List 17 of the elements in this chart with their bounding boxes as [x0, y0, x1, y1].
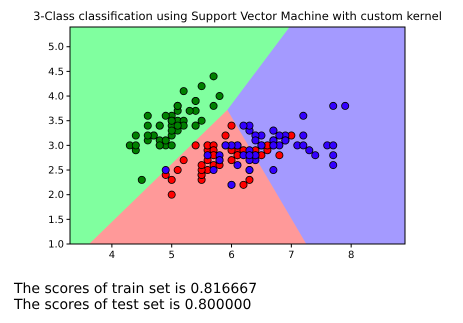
- x-tick-label: 4: [108, 250, 116, 261]
- y-tick-label: 1.0: [48, 240, 64, 250]
- chart-title: 3-Class classification using Support Vector Machine with custom kernel: [33, 9, 442, 23]
- y-tick-label: 1.5: [48, 214, 64, 226]
- y-tick-label: 4.5: [48, 66, 64, 78]
- text: The scores of test set is 0.800000: [13, 297, 252, 313]
- x-tick-label: 5: [168, 250, 175, 261]
- y-tick-label: 2.0: [48, 190, 64, 202]
- y-tick-label: 4.0: [48, 92, 64, 103]
- y-tick-label: 3.5: [48, 116, 64, 128]
- x-tick-label: 7: [288, 250, 295, 261]
- x-tick-label: 8: [348, 250, 354, 261]
- y-tick-label: 2.5: [48, 166, 64, 177]
- x-tick-label: 6: [228, 250, 235, 261]
- y-tick-label: 5.0: [48, 42, 64, 54]
- y-tick-label: 3.0: [48, 140, 64, 152]
- text: The scores of train set is 0.816667: [13, 281, 258, 297]
